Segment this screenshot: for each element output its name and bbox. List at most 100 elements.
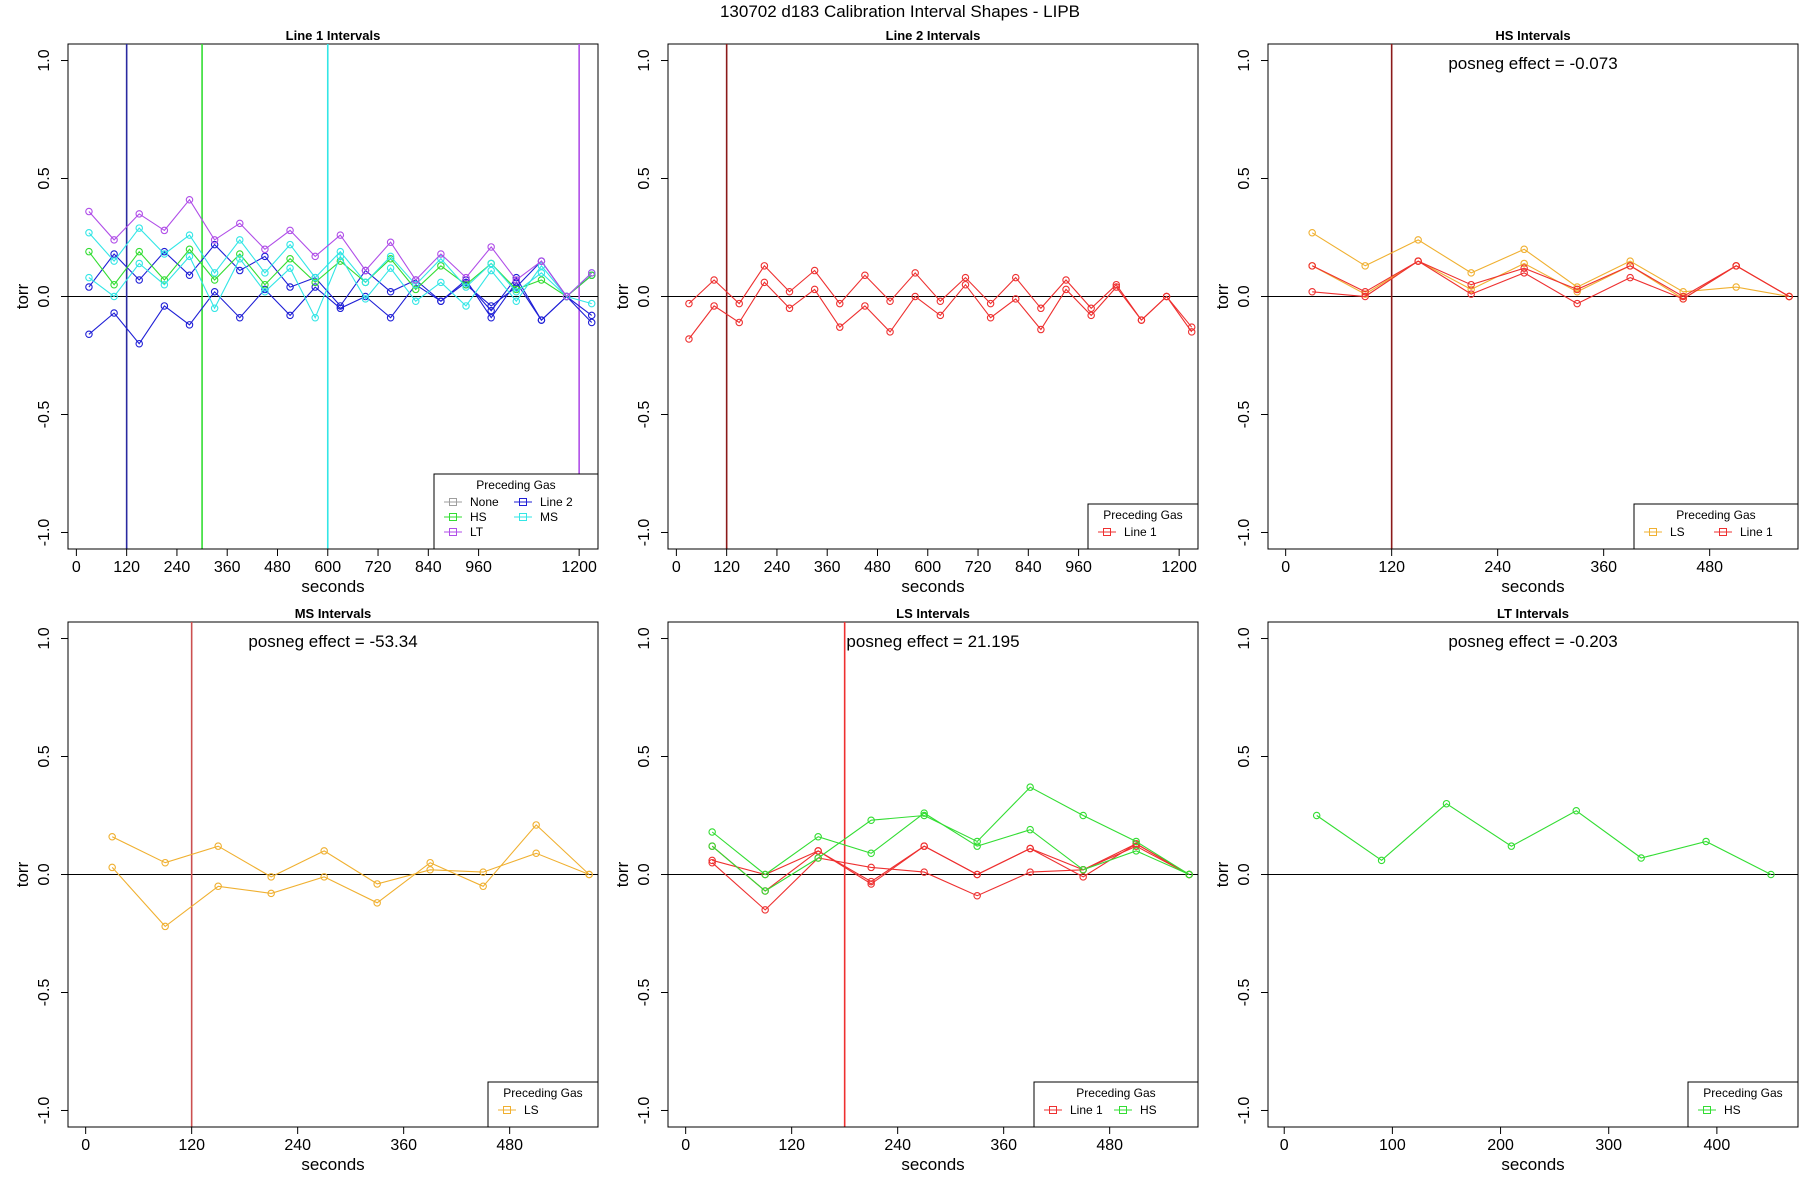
data-point xyxy=(487,259,495,268)
panel-hs-intervals: HS Intervals 0 120 240 360 480 seconds -1.0 -0.5… xyxy=(1213,28,1799,596)
legend-entry-ms: MS xyxy=(540,510,558,524)
data-point xyxy=(161,922,169,931)
data-point xyxy=(936,297,945,305)
data-point xyxy=(373,899,381,907)
x-tick-label: 360 xyxy=(990,1137,1017,1154)
legend-box xyxy=(487,1081,599,1128)
data-point xyxy=(1520,259,1528,268)
panel-title: Line 2 Intervals xyxy=(886,28,981,43)
data-point xyxy=(708,856,716,865)
data-point xyxy=(537,269,546,277)
legend: Preceding Gas Line 1 HS xyxy=(1033,1081,1199,1128)
legend-title: Preceding Gas xyxy=(476,478,555,492)
data-point xyxy=(1679,295,1687,303)
data-point xyxy=(161,858,169,867)
data-point xyxy=(1414,257,1422,265)
data-point xyxy=(85,229,93,237)
series-line xyxy=(88,227,593,298)
legend-entry-ls: LS xyxy=(1670,525,1685,539)
posneg-annotation: posneg effect = -0.203 xyxy=(1448,632,1617,651)
x-tick-label: 480 xyxy=(1096,1137,1123,1154)
panel-title: LS Intervals xyxy=(896,606,970,621)
data-point xyxy=(761,870,769,879)
y-tick-label: -1.0 xyxy=(36,1097,53,1125)
data-point xyxy=(185,252,194,261)
data-point xyxy=(685,335,693,343)
data-point xyxy=(1361,262,1369,270)
legend: Preceding Gas LS xyxy=(487,1081,599,1128)
legend: Preceding Gas Line 1 xyxy=(1087,503,1199,550)
y-tick-label: 0.0 xyxy=(636,863,653,885)
data-point xyxy=(286,226,294,235)
data-point xyxy=(1732,283,1740,291)
data-point xyxy=(214,882,222,891)
data-point xyxy=(1011,273,1020,282)
y-tick-label: 0.5 xyxy=(1236,167,1253,189)
data-point xyxy=(1507,842,1516,850)
data-point xyxy=(973,842,981,850)
legend-swatch-marker xyxy=(449,528,457,536)
data-point xyxy=(411,276,420,284)
series-line-1 xyxy=(708,840,1193,888)
x-tick-label: 600 xyxy=(914,559,941,576)
data-point xyxy=(710,302,718,310)
data-point xyxy=(386,252,395,261)
data-point xyxy=(135,210,143,218)
data-point xyxy=(911,269,919,277)
data-point xyxy=(986,313,995,322)
data-point xyxy=(1308,262,1316,270)
x-tick-label: 360 xyxy=(814,559,841,576)
data-point xyxy=(236,236,244,244)
data-point xyxy=(1702,837,1710,846)
series-hs xyxy=(1312,799,1775,879)
x-tick-label: 480 xyxy=(1696,559,1723,576)
x-tick-label: 120 xyxy=(1378,559,1405,576)
data-point xyxy=(537,276,546,284)
x-tick-label: 1200 xyxy=(561,559,597,576)
x-tick-label: 240 xyxy=(764,559,791,576)
y-tick-label: -0.5 xyxy=(636,979,653,1007)
data-point xyxy=(210,240,219,249)
x-tick-label: 240 xyxy=(284,1137,311,1154)
data-point xyxy=(286,240,294,249)
data-point xyxy=(512,276,521,284)
x-tick-label: 960 xyxy=(1065,559,1092,576)
data-point xyxy=(920,809,928,817)
y-axis-label: torr xyxy=(613,283,632,309)
data-point xyxy=(411,280,420,289)
data-point xyxy=(386,254,395,263)
data-point xyxy=(311,313,319,322)
legend-swatch-marker xyxy=(1719,528,1727,536)
data-point xyxy=(487,266,495,275)
x-axis-label: seconds xyxy=(301,577,364,596)
data-point xyxy=(920,868,928,876)
x-tick-label: 300 xyxy=(1595,1137,1622,1154)
y-tick-label: -0.5 xyxy=(1236,979,1253,1007)
legend-swatch-marker xyxy=(1049,1106,1057,1114)
data-point xyxy=(735,318,743,327)
data-point xyxy=(537,316,546,324)
data-point xyxy=(1132,847,1140,855)
x-tick-label: 600 xyxy=(314,559,341,576)
data-point xyxy=(1573,285,1581,294)
posneg-annotation: posneg effect = -0.073 xyxy=(1448,54,1617,73)
data-point xyxy=(286,254,294,263)
data-point xyxy=(160,226,169,235)
data-point xyxy=(479,868,487,876)
data-point xyxy=(261,288,269,296)
data-point xyxy=(836,323,844,331)
data-point xyxy=(110,250,118,258)
x-tick-label: 200 xyxy=(1487,1137,1514,1154)
data-point xyxy=(320,847,328,855)
data-point xyxy=(1767,870,1775,879)
data-point xyxy=(861,302,869,310)
x-tick-label: 0 xyxy=(1280,1137,1289,1154)
series-line xyxy=(711,845,1190,911)
panel-ms-intervals: MS Intervals 0 120 240 360 480 seconds -1.0 -0.5… xyxy=(13,606,599,1174)
data-point xyxy=(236,266,244,275)
legend-title: Preceding Gas xyxy=(1676,508,1755,522)
x-tick-label: 120 xyxy=(713,559,740,576)
series-line xyxy=(1316,803,1772,875)
y-axis-label: torr xyxy=(1213,283,1232,309)
legend-entry-hs: HS xyxy=(1140,1103,1157,1117)
